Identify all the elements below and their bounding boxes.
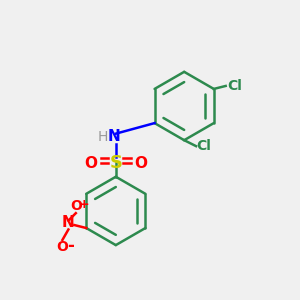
Text: +: +: [79, 198, 89, 211]
Text: O: O: [56, 240, 68, 254]
Text: -: -: [67, 237, 74, 255]
Text: N: N: [62, 214, 75, 230]
Text: O: O: [84, 156, 97, 171]
Text: N: N: [108, 129, 121, 144]
Text: H: H: [97, 130, 108, 144]
Text: Cl: Cl: [227, 79, 242, 93]
Text: O: O: [135, 156, 148, 171]
Text: O: O: [70, 199, 82, 213]
Text: S: S: [109, 154, 122, 172]
Text: Cl: Cl: [196, 139, 211, 153]
